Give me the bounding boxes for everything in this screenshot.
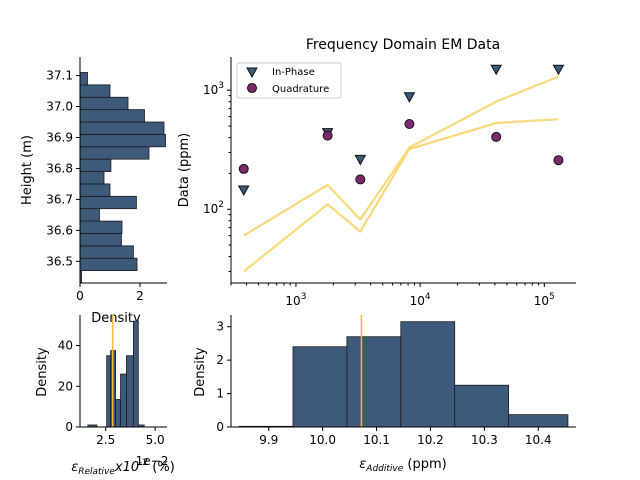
model-line (243, 118, 559, 273)
additive-histogram-bar (346, 336, 402, 428)
relative-x-tick-label: 5.0 (146, 433, 165, 447)
inphase-point (237, 185, 250, 197)
model-line (243, 75, 559, 237)
em-x-tick-label: 105 (534, 292, 555, 308)
height-y-tick-label: 36.6 (46, 223, 73, 237)
relative-y-tick-label: 20 (58, 379, 73, 393)
em-x-tick-label: 103 (285, 292, 306, 308)
additive-histogram-bar (454, 384, 510, 428)
chart-title: Frequency Domain EM Data (306, 37, 500, 53)
relative-y-tick-label: 0 (65, 420, 73, 434)
height-y-tick-label: 36.9 (46, 130, 73, 144)
legend-inphase-marker (246, 67, 258, 79)
relative-x-tick-label: 2.5 (96, 433, 115, 447)
em-y-axis-label: Data (ppm) (177, 133, 192, 207)
height-y-tick-label: 36.8 (46, 161, 73, 175)
additive-x-tick-label: 10.2 (417, 433, 444, 447)
em-data-panel: Frequency Domain EM Data 103 104 105 102 103… (177, 37, 576, 308)
additive-histogram-bar (508, 414, 569, 428)
quadrature-point (553, 155, 564, 166)
quadrature-point (322, 130, 333, 141)
additive-y-tick-label: 2 (216, 353, 224, 367)
height-histogram-bar (79, 233, 122, 247)
inphase-point (354, 154, 367, 166)
height-x-tick-label: 2 (136, 289, 144, 303)
height-histogram-bar (79, 96, 129, 111)
relative-histogram-bar (106, 355, 112, 428)
additive-error-histogram-panel: 0 1 2 3 9.9 10.0 10.1 10.2 10.3 10.4 Density εAddit… (193, 315, 576, 474)
height-y-tick-label: 37.0 (46, 100, 73, 114)
quadrature-point (491, 131, 502, 142)
legend-box (236, 62, 342, 99)
height-x-axis-label: Density (91, 311, 141, 326)
additive-y-tick-label: 0 (216, 420, 224, 434)
quadrature-point (355, 174, 366, 185)
height-y-tick-label: 37.1 (46, 69, 73, 83)
additive-x-tick-label: 10.0 (309, 433, 336, 447)
em-y-tick-label: 103 (203, 81, 224, 97)
height-histogram-bar (79, 72, 88, 86)
em-x-tick-label: 104 (410, 292, 431, 308)
quadrature-point (404, 118, 415, 129)
relative-x-axis-label: εRelativex10-2 (%) (71, 458, 175, 477)
height-histogram-bar (79, 257, 138, 272)
height-y-tick-label: 36.7 (46, 192, 73, 206)
height-histogram-bar (79, 195, 137, 210)
height-histogram-bar (79, 183, 111, 197)
height-x-tick-label: 0 (76, 289, 84, 303)
legend: In-Phase Quadrature (236, 62, 342, 99)
additive-x-tick-label: 10.4 (525, 433, 552, 447)
height-histogram-panel: 36.5 36.6 36.7 36.8 36.9 37.0 37.1 0 2 Height (m)… (20, 57, 167, 326)
legend-inphase-label: In-Phase (272, 67, 315, 78)
additive-y-axis-label: Density (193, 347, 208, 397)
height-histogram-bar (79, 109, 145, 123)
relative-y-tick-label: 40 (58, 339, 73, 353)
additive-y-tick-label: 1 (216, 387, 224, 401)
additive-x-tick-label: 10.1 (363, 433, 390, 447)
height-histogram-bar (79, 121, 165, 135)
em-y-tick-label: 102 (203, 200, 224, 216)
relative-y-axis-label: Density (35, 347, 50, 397)
quadrature-point (238, 163, 249, 174)
height-y-axis-label: Height (m) (20, 135, 35, 205)
relative-histogram-bar (120, 373, 127, 428)
additive-x-tick-label: 9.9 (259, 433, 278, 447)
relative-histogram-bar (115, 399, 121, 428)
height-histogram-bar (79, 146, 150, 160)
height-histogram-bar (79, 171, 105, 185)
inphase-point (552, 64, 565, 76)
additive-histogram-bar (400, 321, 456, 428)
relative-histogram-bar (126, 355, 134, 428)
relative-histogram-bar (132, 320, 139, 428)
height-histogram-bar (79, 133, 166, 148)
height-y-tick-label: 36.5 (46, 254, 73, 268)
additive-histogram-bar (292, 346, 348, 428)
height-histogram-bar (79, 158, 112, 172)
height-histogram-bar (79, 84, 111, 98)
legend-quadrature-marker (247, 83, 257, 93)
legend-quadrature-label: Quadrature (272, 84, 329, 95)
additive-y-tick-label: 3 (216, 320, 224, 334)
height-histogram-bar (79, 208, 100, 222)
height-histogram-bar (79, 245, 134, 259)
inphase-point (490, 64, 503, 76)
additive-x-tick-label: 10.3 (471, 433, 498, 447)
inphase-point (403, 92, 416, 103)
height-histogram-bar (79, 220, 123, 234)
relative-offset-text: 1e−2 (136, 454, 169, 468)
additive-x-axis-label: εAdditive (ppm) (359, 457, 446, 474)
